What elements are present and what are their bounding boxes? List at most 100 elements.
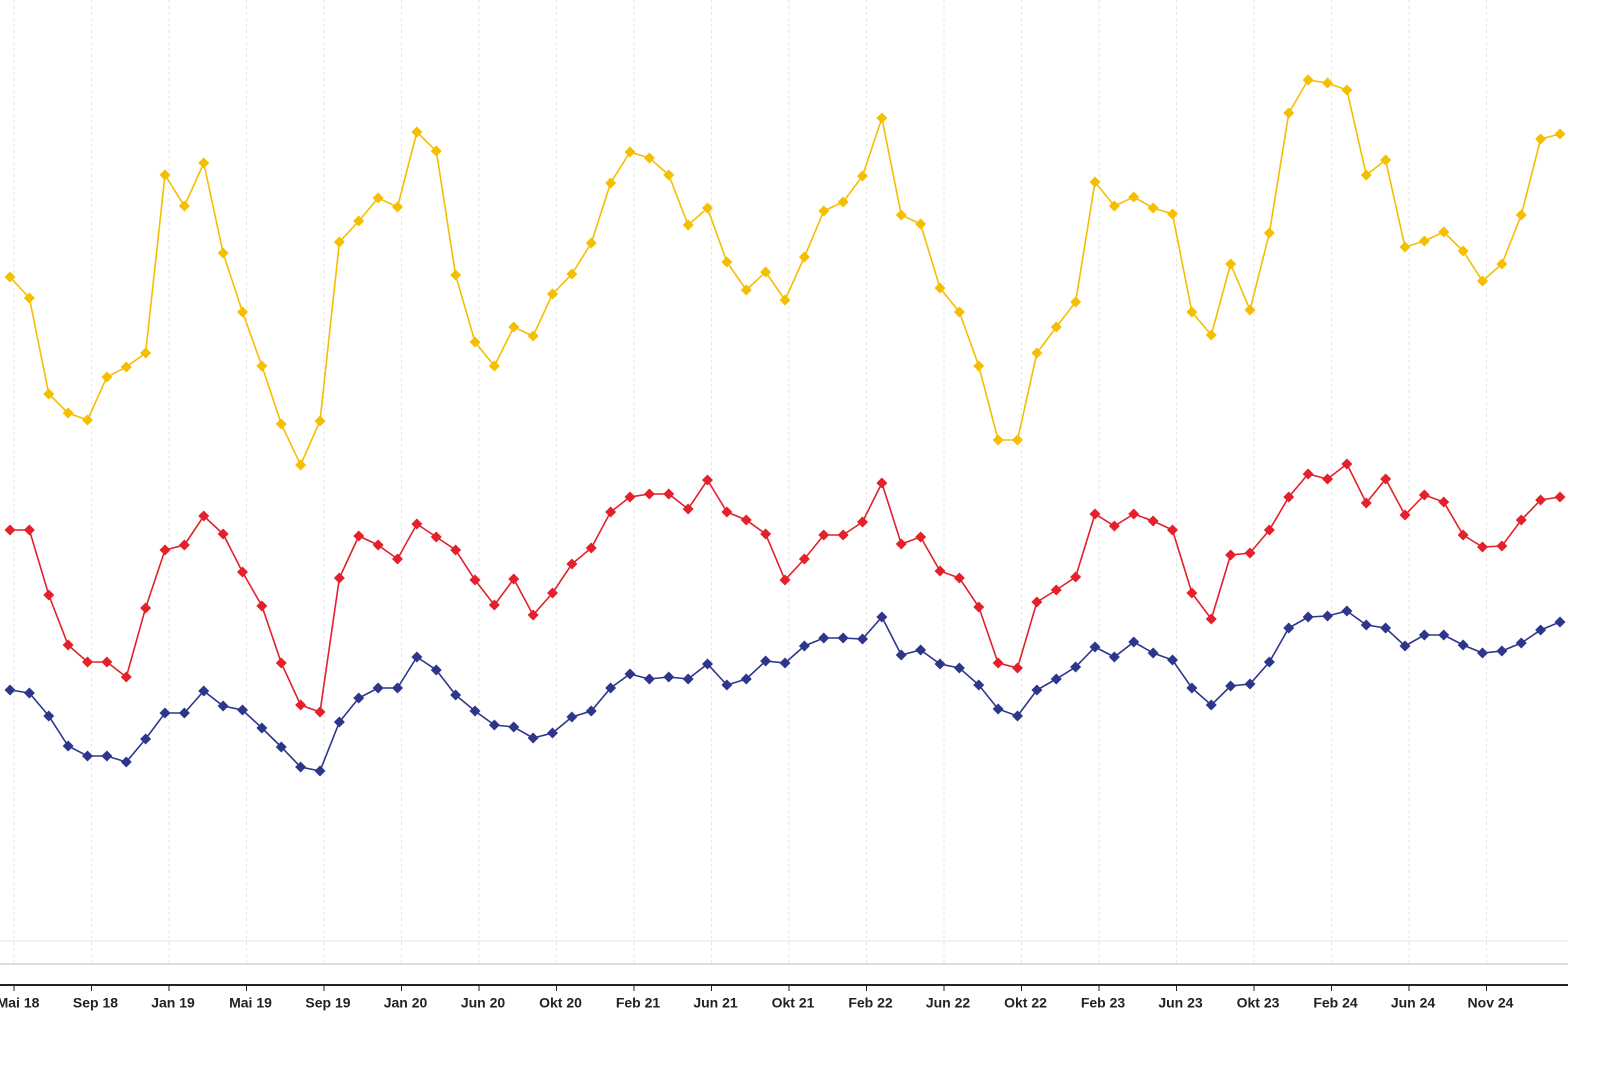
data-point [1167, 524, 1178, 536]
data-point [62, 407, 74, 419]
data-point [760, 528, 772, 540]
data-point [682, 503, 694, 515]
data-point [101, 656, 113, 668]
data-point [508, 321, 520, 333]
data-point [1186, 587, 1198, 599]
data-point [1457, 245, 1469, 257]
data-point [256, 360, 268, 372]
data-point [1438, 226, 1450, 238]
data-point [798, 251, 810, 263]
data-point [275, 741, 287, 753]
data-point [275, 418, 287, 430]
data-point [1263, 656, 1275, 668]
x-tick-label: Jun 24 [1391, 995, 1436, 1011]
data-point [508, 721, 520, 733]
data-point [1167, 654, 1178, 666]
data-point [566, 268, 578, 280]
data-point [43, 589, 55, 601]
data-point [934, 565, 946, 577]
data-point [488, 360, 500, 372]
data-point [411, 651, 423, 663]
data-point [159, 169, 171, 181]
data-point [1147, 202, 1159, 214]
data-point [140, 733, 152, 745]
data-point [1554, 128, 1566, 140]
data-point [1380, 473, 1392, 485]
data-point [1341, 605, 1353, 617]
data-point [1477, 647, 1488, 659]
data-point [1283, 491, 1295, 503]
data-point [643, 673, 655, 685]
data-point [237, 306, 248, 318]
data-point [1244, 304, 1256, 316]
data-point [779, 657, 791, 669]
data-point [237, 704, 248, 716]
data-point [1147, 647, 1159, 659]
data-point [1147, 515, 1159, 527]
data-point [1360, 619, 1372, 631]
data-point [1089, 641, 1101, 653]
data-point [876, 112, 888, 124]
data-point [1341, 84, 1353, 96]
x-tick-label: Okt 21 [772, 995, 815, 1011]
data-point [1128, 508, 1140, 520]
x-tick-label: Jun 20 [461, 995, 506, 1011]
x-tick-label: Jun 21 [693, 995, 738, 1011]
data-point [1089, 176, 1101, 188]
data-point [295, 459, 307, 471]
data-point [915, 644, 927, 656]
data-point [992, 434, 1004, 446]
data-point [353, 215, 365, 227]
data-point [760, 655, 772, 667]
data-point [760, 266, 772, 278]
data-point [1050, 584, 1062, 596]
x-tick-label: Sep 19 [305, 995, 350, 1011]
data-point [915, 531, 927, 543]
data-point [1438, 496, 1450, 508]
data-point [295, 699, 307, 711]
data-point [915, 218, 927, 230]
data-point [82, 414, 93, 426]
data-point [1012, 662, 1023, 674]
x-tick-label: Okt 23 [1237, 995, 1280, 1011]
data-point [895, 538, 907, 550]
data-point [547, 587, 558, 599]
data-point [953, 306, 965, 318]
x-tick-label: Sep 18 [73, 995, 118, 1011]
data-point [1050, 673, 1062, 685]
data-point [4, 524, 16, 536]
data-point [1108, 200, 1120, 212]
data-point [1457, 639, 1469, 651]
data-point [1031, 684, 1043, 696]
data-point [1380, 622, 1392, 634]
data-point [1322, 77, 1333, 89]
data-point [585, 542, 597, 554]
data-point [430, 664, 442, 676]
data-point [1360, 169, 1372, 181]
data-point [527, 330, 539, 342]
data-point [1418, 235, 1430, 247]
data-point [159, 707, 171, 719]
data-point [702, 474, 713, 486]
data-point [372, 682, 384, 694]
data-point [721, 679, 733, 691]
data-point [1263, 524, 1275, 536]
data-point [488, 719, 500, 731]
data-point [934, 282, 946, 294]
data-point [488, 599, 500, 611]
data-point [1515, 209, 1527, 221]
data-point [314, 765, 326, 777]
data-point [23, 687, 35, 699]
data-point [566, 711, 578, 723]
data-point [663, 671, 675, 683]
data-point [837, 529, 849, 541]
data-point [1535, 494, 1547, 506]
data-point [295, 761, 307, 773]
data-point [101, 371, 113, 383]
data-point [508, 573, 520, 585]
data-point [547, 288, 558, 300]
data-point [1322, 473, 1333, 485]
data-point [857, 516, 868, 528]
data-point [450, 689, 462, 701]
data-point [159, 544, 171, 556]
